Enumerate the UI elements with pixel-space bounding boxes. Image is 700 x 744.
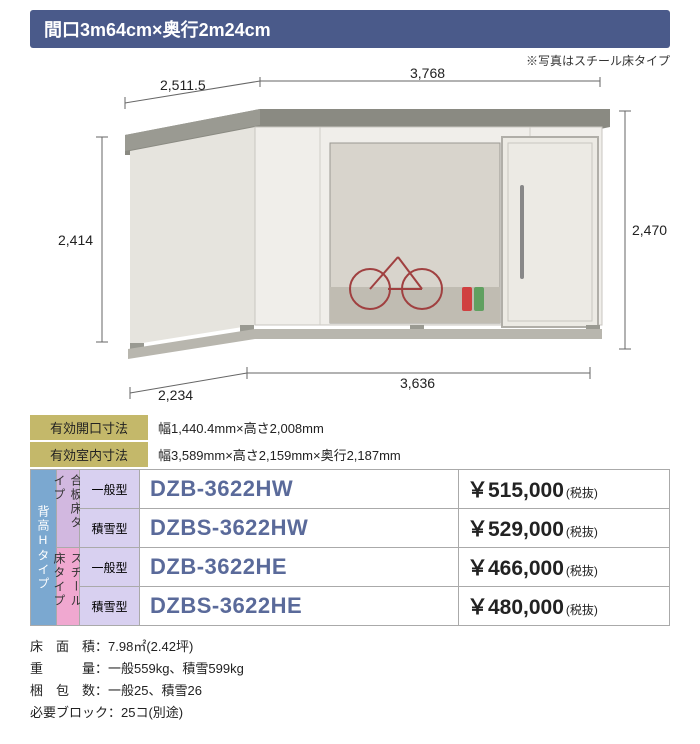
- spec-floor-area: 床 面 積：7.98㎡(2.42坪): [30, 636, 670, 658]
- price: ￥515,000 (税抜): [459, 470, 669, 508]
- spec-interior-label: 有効室内寸法: [30, 442, 148, 467]
- price-row: 積雪型 DZBS-3622HW ￥529,000 (税抜): [80, 509, 669, 548]
- spec-value: ：一般25、積雪26: [95, 683, 202, 698]
- dim-height-right: 2,470: [632, 222, 667, 238]
- dim-depth-bottom: 2,234: [158, 387, 193, 403]
- footer-specs: 床 面 積：7.98㎡(2.42坪) 重 量：一般559kg、積雪599kg 梱…: [30, 636, 670, 724]
- model-number: DZBS-3622HW: [140, 509, 459, 547]
- tax-note: (税抜): [566, 562, 598, 579]
- price-row: 一般型 DZB-3622HE ￥466,000 (税抜): [80, 548, 669, 587]
- photo-note: ※写真はスチール床タイプ: [30, 52, 670, 69]
- price-value: ￥529,000: [467, 513, 564, 543]
- model-number: DZB-3622HE: [140, 548, 459, 586]
- spec-opening-label: 有効開口寸法: [30, 415, 148, 440]
- price-row: 一般型 DZB-3622HW ￥515,000 (税抜): [80, 470, 669, 509]
- spec-label: 必要ブロック: [30, 705, 108, 720]
- dim-height-left: 2,414: [58, 232, 93, 248]
- shed-illustration: [30, 77, 670, 407]
- spec-value: ：7.98㎡(2.42坪): [95, 639, 193, 654]
- price: ￥480,000 (税抜): [459, 587, 669, 625]
- spec-packages: 梱 包 数：一般25、積雪26: [30, 680, 670, 702]
- tax-note: (税抜): [566, 484, 598, 501]
- dim-depth-top: 2,511.5: [160, 77, 206, 93]
- dim-width-top: 3,768: [410, 65, 445, 81]
- price: ￥466,000 (税抜): [459, 548, 669, 586]
- spec-value: ：一般559kg、積雪599kg: [95, 661, 244, 676]
- variant-type: 積雪型: [80, 509, 140, 547]
- price-rows: 一般型 DZB-3622HW ￥515,000 (税抜) 積雪型 DZBS-36…: [80, 470, 669, 625]
- spec-blocks: 必要ブロック：25コ(別途): [30, 702, 670, 724]
- spec-weight: 重 量：一般559kg、積雪599kg: [30, 658, 670, 680]
- price-table: 背高Hタイプ 合板床タイプ スチール床タイプ 一般型 DZB-3622HW ￥5…: [30, 469, 670, 626]
- spec-label: 重 量: [30, 661, 95, 676]
- spec-interior: 有効室内寸法 幅3,589mm×高さ2,159mm×奥行2,187mm: [30, 442, 670, 467]
- model-number: DZB-3622HW: [140, 470, 459, 508]
- spec-opening-value: 幅1,440.4mm×高さ2,008mm: [148, 415, 334, 440]
- price-value: ￥466,000: [467, 552, 564, 582]
- spec-interior-value: 幅3,589mm×高さ2,159mm×奥行2,187mm: [148, 442, 411, 467]
- variant-type: 一般型: [80, 548, 140, 586]
- floor-type-steel: スチール床タイプ: [57, 548, 79, 625]
- spec-opening: 有効開口寸法 幅1,440.4mm×高さ2,008mm: [30, 415, 670, 440]
- price-value: ￥480,000: [467, 591, 564, 621]
- dimension-header: 間口3m64cm×奥行2m24cm: [30, 10, 670, 48]
- tax-note: (税抜): [566, 523, 598, 540]
- tax-note: (税抜): [566, 601, 598, 618]
- model-number: DZBS-3622HE: [140, 587, 459, 625]
- variant-type: 積雪型: [80, 587, 140, 625]
- price-value: ￥515,000: [467, 474, 564, 504]
- spec-value: ：25コ(別途): [108, 705, 183, 720]
- spec-label: 床 面 積: [30, 639, 95, 654]
- product-diagram: 2,511.5 3,768 2,414 2,470 2,234 3,636: [30, 77, 670, 407]
- price-row: 積雪型 DZBS-3622HE ￥480,000 (税抜): [80, 587, 669, 625]
- dim-width-bottom: 3,636: [400, 375, 435, 391]
- variant-type: 一般型: [80, 470, 140, 508]
- floor-type-plywood: 合板床タイプ: [57, 470, 79, 548]
- price: ￥529,000 (税抜): [459, 509, 669, 547]
- spec-label: 梱 包 数: [30, 683, 95, 698]
